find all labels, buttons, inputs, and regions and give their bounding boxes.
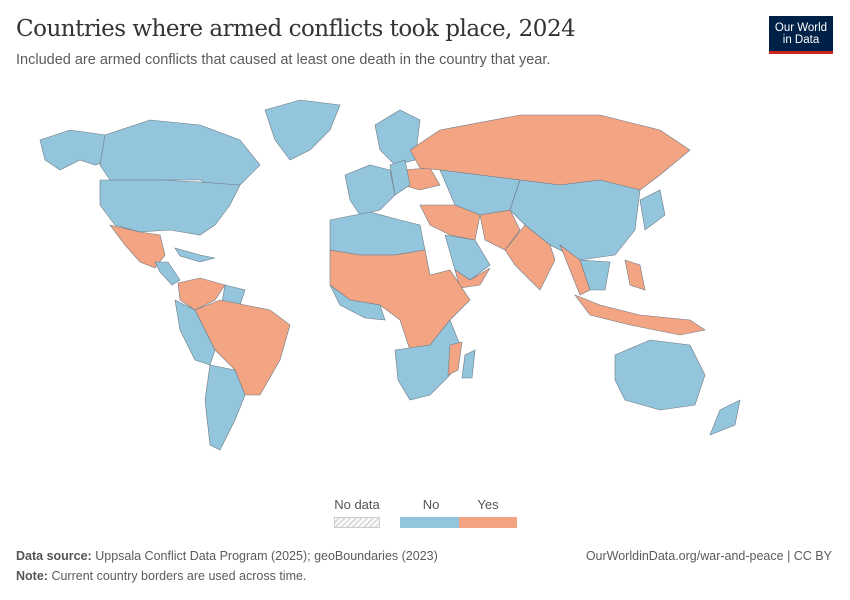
region-philippines[interactable] — [624, 259, 646, 291]
region-andes[interactable] — [174, 299, 216, 366]
region-southern-africa[interactable] — [394, 319, 461, 401]
note-text: Current country borders are used across … — [51, 569, 307, 583]
legend-no-data-label: No data — [334, 497, 380, 512]
region-afghanistan-pakistan[interactable] — [479, 209, 521, 251]
data-source: Data source: Uppsala Conflict Data Progr… — [16, 549, 438, 563]
legend-yes-swatch[interactable] — [459, 517, 517, 528]
region-australia[interactable] — [614, 339, 706, 411]
region-japan-korea[interactable] — [639, 189, 666, 231]
legend: No data No Yes — [0, 497, 850, 537]
region-caribbean[interactable] — [174, 247, 216, 263]
region-india[interactable] — [504, 224, 556, 291]
region-west-coast[interactable] — [329, 284, 386, 321]
chart-title: Countries where armed conflicts took pla… — [16, 16, 576, 42]
region-sea-mainland[interactable] — [579, 259, 611, 291]
region-usa[interactable] — [99, 179, 241, 236]
source-text[interactable]: Uppsala Conflict Data Program (2025); ge… — [95, 549, 438, 563]
legend-no-label: No — [422, 497, 440, 512]
region-eastern-europe[interactable] — [389, 159, 411, 196]
region-colombia-venezuela[interactable] — [177, 277, 226, 311]
region-alaska[interactable] — [39, 129, 111, 171]
source-link[interactable]: OurWorldinData.org/war-and-peace | CC BY — [585, 549, 832, 563]
legend-no-swatch[interactable] — [400, 517, 459, 528]
region-arabia[interactable] — [444, 234, 491, 281]
legend-no-data-swatch[interactable] — [334, 517, 380, 528]
region-new-zealand[interactable] — [709, 399, 741, 436]
region-north-africa[interactable] — [329, 211, 426, 256]
region-scandinavia[interactable] — [374, 109, 421, 166]
region-indonesia[interactable] — [574, 294, 706, 336]
source-label: Data source: — [16, 549, 92, 563]
world-map[interactable] — [0, 95, 850, 495]
chart-subtitle: Included are armed conflicts that caused… — [16, 52, 551, 68]
region-madagascar[interactable] — [461, 349, 476, 379]
region-mexico[interactable] — [109, 224, 166, 269]
owid-logo[interactable]: Our World in Data — [769, 16, 833, 54]
logo-line-2: in Data — [782, 33, 820, 46]
region-southern-cone[interactable] — [204, 364, 246, 451]
region-myanmar-sea[interactable] — [559, 244, 591, 296]
region-central-america[interactable] — [154, 261, 181, 286]
region-mongolia-china[interactable] — [509, 179, 641, 261]
note: Note: Current country borders are used a… — [16, 569, 306, 583]
legend-yes-label: Yes — [477, 497, 499, 512]
region-western-europe[interactable] — [344, 164, 396, 216]
logo-line-1: Our World — [774, 21, 828, 34]
region-mozambique[interactable] — [447, 341, 463, 376]
region-canada[interactable] — [99, 119, 261, 191]
region-greenland[interactable] — [264, 99, 341, 161]
note-label: Note: — [16, 569, 48, 583]
